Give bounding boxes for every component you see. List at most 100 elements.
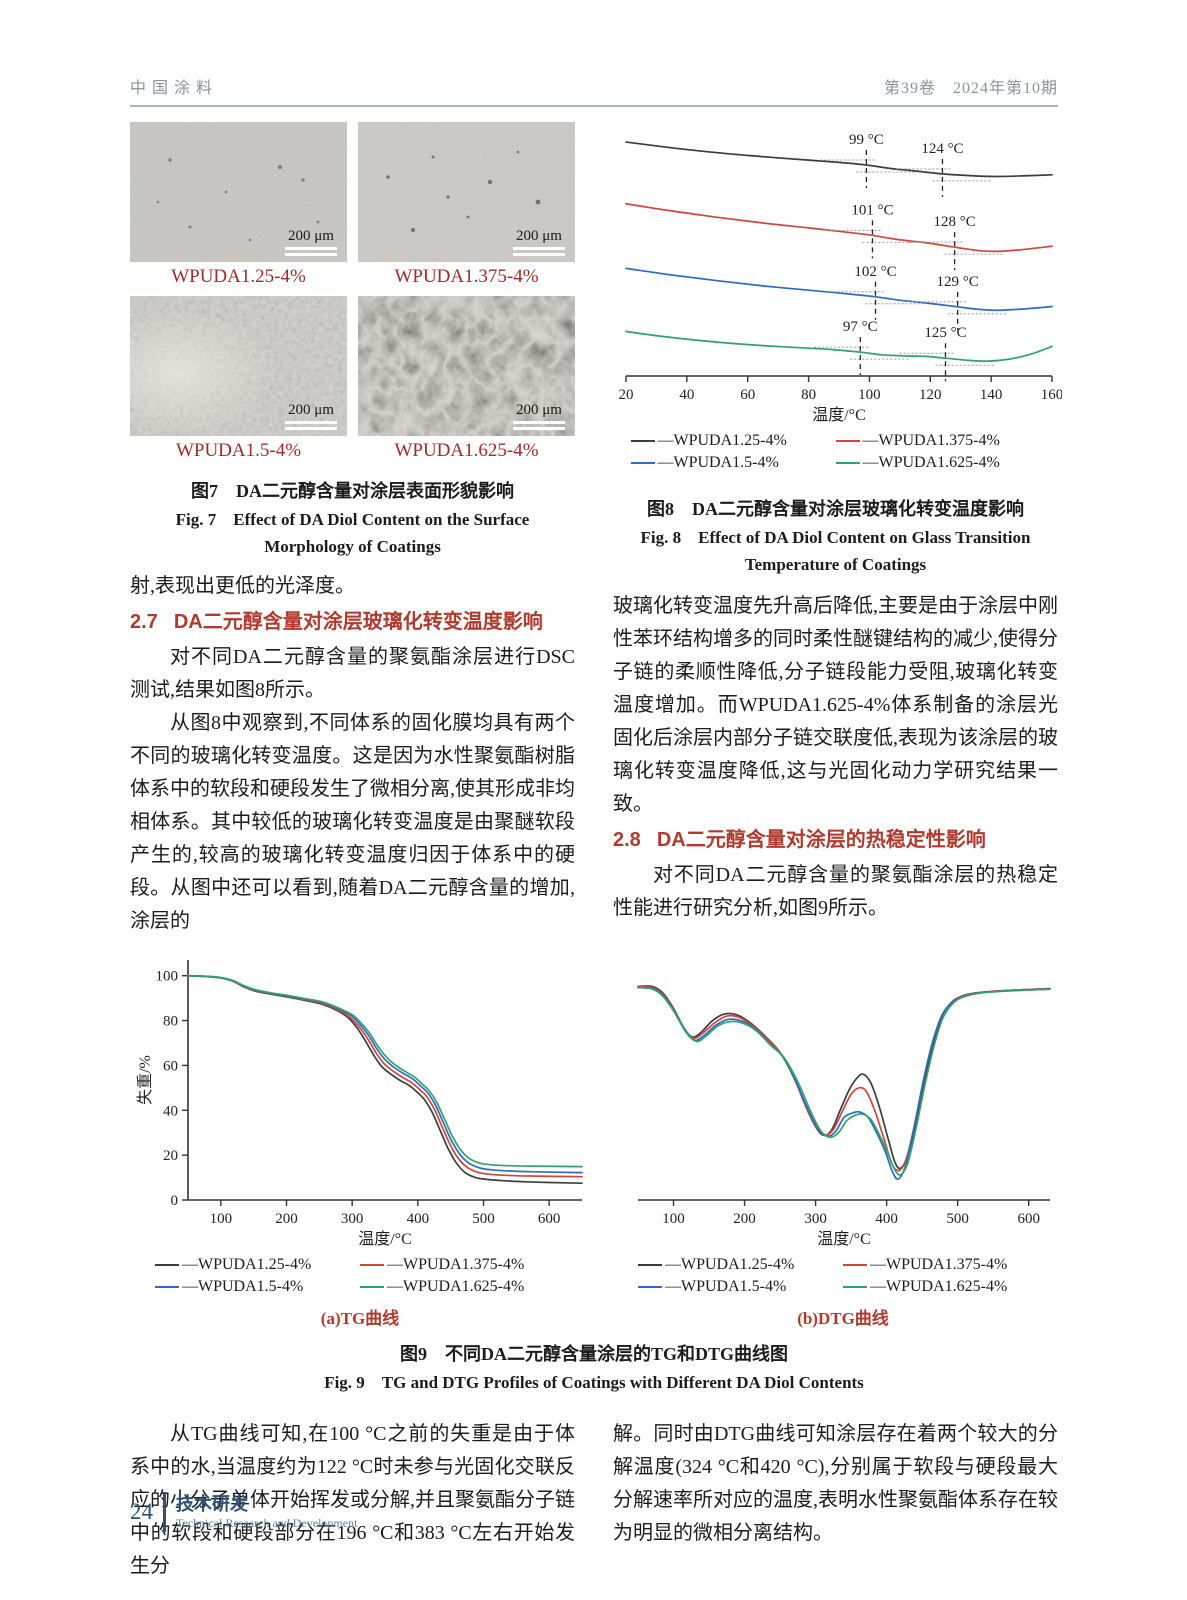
svg-text:200: 200 — [275, 1211, 298, 1227]
legend-label: —WPUDA1.625-4% — [862, 454, 1000, 471]
scale-label: 200 μm — [288, 228, 334, 244]
figure9-charts: 100 200 300 400 500 600 温度/°C 0 20 40 60 80 100 失重/% … — [130, 952, 1058, 1329]
specks — [386, 150, 541, 232]
legend-swatch — [360, 1285, 384, 1289]
section-title: DA二元醇含量对涂层玻璃化转变温度影响 — [173, 611, 543, 633]
dtg-legend: —WPUDA1.25-4% —WPUDA1.375-4% —WPUDA1.5-4… — [638, 1256, 1048, 1296]
legend-label: —WPUDA1.375-4% — [870, 1256, 1008, 1273]
svg-text:101 °C: 101 °C — [851, 202, 893, 218]
svg-text:温度/°C: 温度/°C — [358, 1230, 412, 1248]
svg-text:500: 500 — [946, 1211, 969, 1227]
page-content: 200 μm WPUDA1.25-4% — [130, 122, 1062, 1583]
svg-text:99 °C: 99 °C — [849, 132, 884, 148]
tg-legend: —WPUDA1.25-4% —WPUDA1.375-4% —WPUDA1.5-4… — [155, 1256, 565, 1296]
legend-label: —WPUDA1.25-4% — [182, 1256, 312, 1273]
upper-columns: 200 μm WPUDA1.25-4% — [130, 122, 1062, 938]
svg-text:60: 60 — [163, 1058, 178, 1074]
figure8-legend: —WPUDA1.25-4% —WPUDA1.375-4% —WPUDA1.5-4… — [630, 432, 1041, 472]
svg-text:20: 20 — [618, 387, 633, 403]
figure7-caption-en2: Morphology of Coatings — [264, 537, 441, 556]
svg-text:20: 20 — [163, 1148, 178, 1164]
scale-bar-line — [285, 421, 337, 424]
svg-text:128 °C: 128 °C — [933, 214, 975, 230]
micrograph-svg-3 — [130, 296, 347, 436]
scale-label: 200 μm — [516, 228, 562, 244]
section-heading-2-8: 2.8 DA二元醇含量对涂层的热稳定性影响 — [613, 823, 1058, 857]
svg-text:140: 140 — [979, 387, 1002, 403]
legend-item: —WPUDA1.375-4% — [835, 432, 1041, 450]
legend-swatch — [630, 439, 655, 443]
micrograph-svg-2 — [358, 122, 575, 262]
legend-label: —WPUDA1.375-4% — [387, 1256, 525, 1273]
legend-item: —WPUDA1.625-4% — [843, 1278, 1048, 1296]
paragraph-left-tail: 射,表现出更低的光泽度。 — [130, 575, 355, 597]
figure8-caption-en2: Temperature of Coatings — [744, 555, 927, 574]
scale-bar-line — [513, 421, 565, 424]
issue-info: 第39卷 2024年第10期 — [883, 80, 1058, 97]
scale-bar-3: 200 μm — [285, 402, 337, 430]
section-heading-2-7: 2.7 DA二元醇含量对涂层玻璃化转变温度影响 — [130, 605, 575, 639]
svg-text:300: 300 — [804, 1211, 827, 1227]
svg-text:300: 300 — [341, 1211, 364, 1227]
sample-label-wpuda1-625: WPUDA1.625-4% — [394, 440, 539, 461]
svg-text:129 °C: 129 °C — [936, 274, 978, 290]
svg-text:400: 400 — [875, 1211, 898, 1227]
bottom-right-column: 解。同时由DTG曲线可知涂层存在着两个较大的分解温度(324 °C和420 °C… — [613, 1418, 1058, 1583]
legend-label: —WPUDA1.25-4% — [657, 432, 787, 449]
page-header: 中国涂料 第39卷 2024年第10期 — [130, 74, 1058, 107]
svg-text:97 °C: 97 °C — [842, 319, 877, 335]
legend-item: —WPUDA1.375-4% — [360, 1256, 565, 1274]
dtg-chart: 100 200 300 400 500 600 温度/°C — [637, 985, 1051, 1248]
section-number: 2.7 — [130, 611, 158, 633]
svg-text:80: 80 — [801, 387, 816, 403]
micrograph-cell-3: 200 μm WPUDA1.5-4% — [130, 296, 347, 470]
legend-item: —WPUDA1.25-4% — [630, 432, 836, 450]
micrograph-cell-1: 200 μm WPUDA1.25-4% — [130, 122, 347, 296]
figure9a-subcaption: (a)TG曲线 — [320, 1309, 400, 1328]
svg-text:102 °C: 102 °C — [854, 264, 896, 280]
svg-text:600: 600 — [538, 1211, 561, 1227]
figure7-caption-cn: 图7 DA二元醇含量对涂层表面形貌影响 — [191, 481, 514, 501]
legend-label: —WPUDA1.5-4% — [182, 1278, 304, 1295]
svg-text:温度/°C: 温度/°C — [817, 1230, 871, 1248]
figure8-caption-cn: 图8 DA二元醇含量对涂层玻璃化转变温度影响 — [647, 499, 1024, 519]
bottom-left-column: 从TG曲线可知,在100 °C之前的失重是由于体系中的水,当温度约为122 °C… — [130, 1418, 575, 1583]
sample-label-wpuda1-5: WPUDA1.5-4% — [175, 440, 302, 461]
legend-label: —WPUDA1.5-4% — [665, 1278, 787, 1295]
scale-label: 200 μm — [516, 402, 562, 418]
paragraph-2-7-b: 从图8中观察到,不同体系的固化膜均具有两个不同的玻璃化转变温度。这是因为水性聚氨… — [130, 712, 575, 932]
sample-label-wpuda1-375: WPUDA1.375-4% — [394, 266, 539, 287]
micrograph-cell-2: 200 μm WPUDA1.375-4% — [358, 122, 575, 296]
micrograph-svg-4 — [358, 296, 575, 436]
svg-text:80: 80 — [163, 1014, 178, 1030]
section-number: 2.8 — [613, 829, 641, 851]
legend-item: —WPUDA1.5-4% — [155, 1278, 360, 1296]
scale-bar-4: 200 μm — [513, 402, 565, 430]
svg-text:温度/°C: 温度/°C — [812, 406, 866, 424]
svg-text:0: 0 — [171, 1193, 179, 1209]
figure7-caption-en1: Fig. 7 Effect of DA Diol Content on the … — [175, 510, 530, 529]
tg-chart: 100 200 300 400 500 600 温度/°C 0 20 40 60 80 100 失重/% — [136, 960, 583, 1248]
svg-text:40: 40 — [163, 1103, 178, 1119]
specks — [156, 158, 320, 242]
legend-item: —WPUDA1.375-4% — [843, 1256, 1048, 1274]
svg-text:100: 100 — [210, 1211, 233, 1227]
dsc-chart: 20 40 60 80 100 120 140 160 温度/°C 99 °C 124 °C 101 … — [618, 132, 1062, 424]
micrograph-cell-4: 200 μm WPUDA1.625-4% — [358, 296, 575, 470]
legend-item: —WPUDA1.25-4% — [155, 1256, 360, 1274]
sample-label-wpuda1-25: WPUDA1.25-4% — [171, 266, 306, 287]
scale-bar-line — [513, 247, 565, 250]
figure8-caption: 图8 DA二元醇含量对涂层玻璃化转变温度影响 Fig. 8 Effect of … — [641, 494, 1031, 578]
legend-swatch — [638, 1263, 662, 1267]
svg-text:160: 160 — [1040, 387, 1061, 403]
micrograph-image-wpuda1-375: 200 μm — [358, 122, 575, 262]
svg-text:100: 100 — [662, 1211, 685, 1227]
legend-label: —WPUDA1.5-4% — [657, 454, 779, 471]
svg-text:125 °C: 125 °C — [924, 325, 966, 341]
svg-text:500: 500 — [472, 1211, 495, 1227]
paragraph-2-7-c: 玻璃化转变温度先升高后降低,主要是由于涂层中刚性苯环结构增多的同时柔性醚键结构的… — [613, 595, 1058, 815]
svg-text:600: 600 — [1017, 1211, 1040, 1227]
page-footer: 24 技术研发 Technical Research and Developme… — [130, 1492, 357, 1532]
micrograph-svg-1 — [130, 122, 347, 262]
